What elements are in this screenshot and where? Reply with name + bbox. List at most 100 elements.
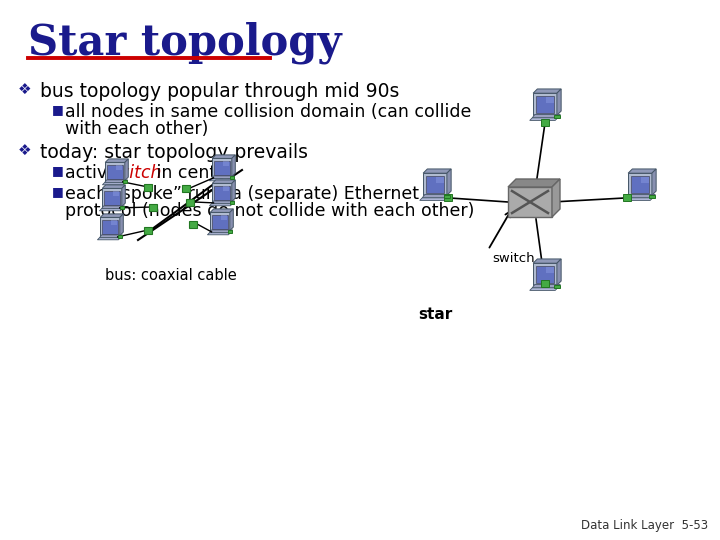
Bar [122, 180, 127, 183]
Bar [230, 201, 234, 204]
Polygon shape [221, 215, 227, 220]
Polygon shape [426, 176, 444, 193]
Polygon shape [102, 188, 122, 207]
Bar [541, 119, 549, 126]
Polygon shape [628, 173, 652, 195]
Polygon shape [530, 288, 558, 291]
Polygon shape [546, 97, 554, 103]
Polygon shape [508, 179, 560, 187]
Text: switch: switch [492, 252, 535, 265]
Bar [649, 195, 654, 198]
Polygon shape [102, 183, 125, 185]
Bar [182, 185, 190, 192]
Polygon shape [530, 118, 558, 120]
Text: active: active [65, 164, 124, 182]
Polygon shape [104, 180, 127, 183]
Bar [554, 115, 559, 118]
Text: in center: in center [151, 164, 234, 182]
Polygon shape [532, 114, 560, 118]
Polygon shape [212, 214, 228, 228]
Text: with each other): with each other) [65, 120, 208, 138]
Text: today: star topology prevails: today: star topology prevails [40, 143, 308, 162]
Text: ■: ■ [52, 185, 64, 198]
Bar [120, 206, 124, 209]
Text: protocol (nodes do not collide with each other): protocol (nodes do not collide with each… [65, 202, 474, 220]
Polygon shape [423, 173, 447, 195]
Bar [230, 177, 234, 179]
Polygon shape [222, 186, 229, 191]
Text: ■: ■ [52, 164, 64, 177]
Polygon shape [102, 206, 125, 208]
Bar [144, 184, 152, 191]
Polygon shape [212, 155, 235, 158]
Polygon shape [546, 267, 554, 273]
Bar [624, 194, 631, 201]
Polygon shape [100, 218, 120, 235]
Polygon shape [232, 155, 235, 177]
Polygon shape [625, 198, 653, 200]
Polygon shape [422, 194, 450, 198]
Polygon shape [508, 187, 552, 217]
Text: bus: coaxial cable: bus: coaxial cable [105, 268, 237, 283]
Text: all nodes in same collision domain (can collide: all nodes in same collision domain (can … [65, 103, 472, 121]
Bar [144, 227, 152, 234]
Bar [228, 231, 232, 233]
Text: star: star [418, 307, 452, 322]
Text: ■: ■ [52, 103, 64, 116]
Polygon shape [533, 93, 557, 116]
Text: ❖: ❖ [18, 82, 32, 97]
Polygon shape [210, 230, 233, 233]
Polygon shape [215, 186, 230, 199]
Polygon shape [532, 285, 560, 288]
Polygon shape [557, 89, 561, 116]
Polygon shape [104, 191, 120, 205]
Bar [186, 199, 194, 206]
Polygon shape [212, 180, 235, 184]
Polygon shape [212, 158, 232, 177]
Polygon shape [122, 185, 125, 207]
Polygon shape [212, 184, 232, 201]
Polygon shape [533, 89, 561, 93]
Bar [117, 235, 122, 238]
Polygon shape [125, 159, 128, 180]
Polygon shape [627, 194, 655, 198]
Text: ❖: ❖ [18, 143, 32, 158]
Polygon shape [536, 266, 554, 283]
Polygon shape [552, 179, 560, 217]
Bar [189, 221, 197, 228]
Polygon shape [212, 176, 235, 179]
Polygon shape [533, 263, 557, 285]
Polygon shape [631, 176, 649, 193]
Polygon shape [102, 185, 125, 188]
Polygon shape [107, 165, 122, 179]
Text: each “spoke” runs a (separate) Ethernet: each “spoke” runs a (separate) Ethernet [65, 185, 419, 203]
Polygon shape [230, 209, 233, 231]
Polygon shape [210, 212, 230, 231]
Text: switch: switch [107, 164, 163, 182]
Bar [554, 285, 559, 288]
Polygon shape [215, 160, 230, 174]
Polygon shape [120, 214, 123, 235]
Bar [444, 195, 450, 198]
Polygon shape [652, 169, 656, 195]
Polygon shape [533, 259, 561, 263]
Polygon shape [420, 198, 448, 200]
Polygon shape [210, 209, 233, 212]
Polygon shape [105, 163, 125, 180]
Text: Data Link Layer  5-53: Data Link Layer 5-53 [581, 519, 708, 532]
Polygon shape [207, 233, 230, 235]
Text: Star topology: Star topology [28, 22, 341, 64]
Polygon shape [436, 177, 444, 183]
Polygon shape [557, 259, 561, 285]
Polygon shape [232, 180, 235, 201]
Polygon shape [447, 169, 451, 195]
Polygon shape [97, 238, 120, 240]
Polygon shape [99, 208, 122, 211]
Polygon shape [222, 161, 229, 166]
Polygon shape [628, 169, 656, 173]
Bar [541, 280, 549, 287]
Polygon shape [210, 179, 233, 181]
Polygon shape [210, 204, 233, 206]
Polygon shape [105, 159, 128, 163]
Bar [149, 204, 157, 211]
